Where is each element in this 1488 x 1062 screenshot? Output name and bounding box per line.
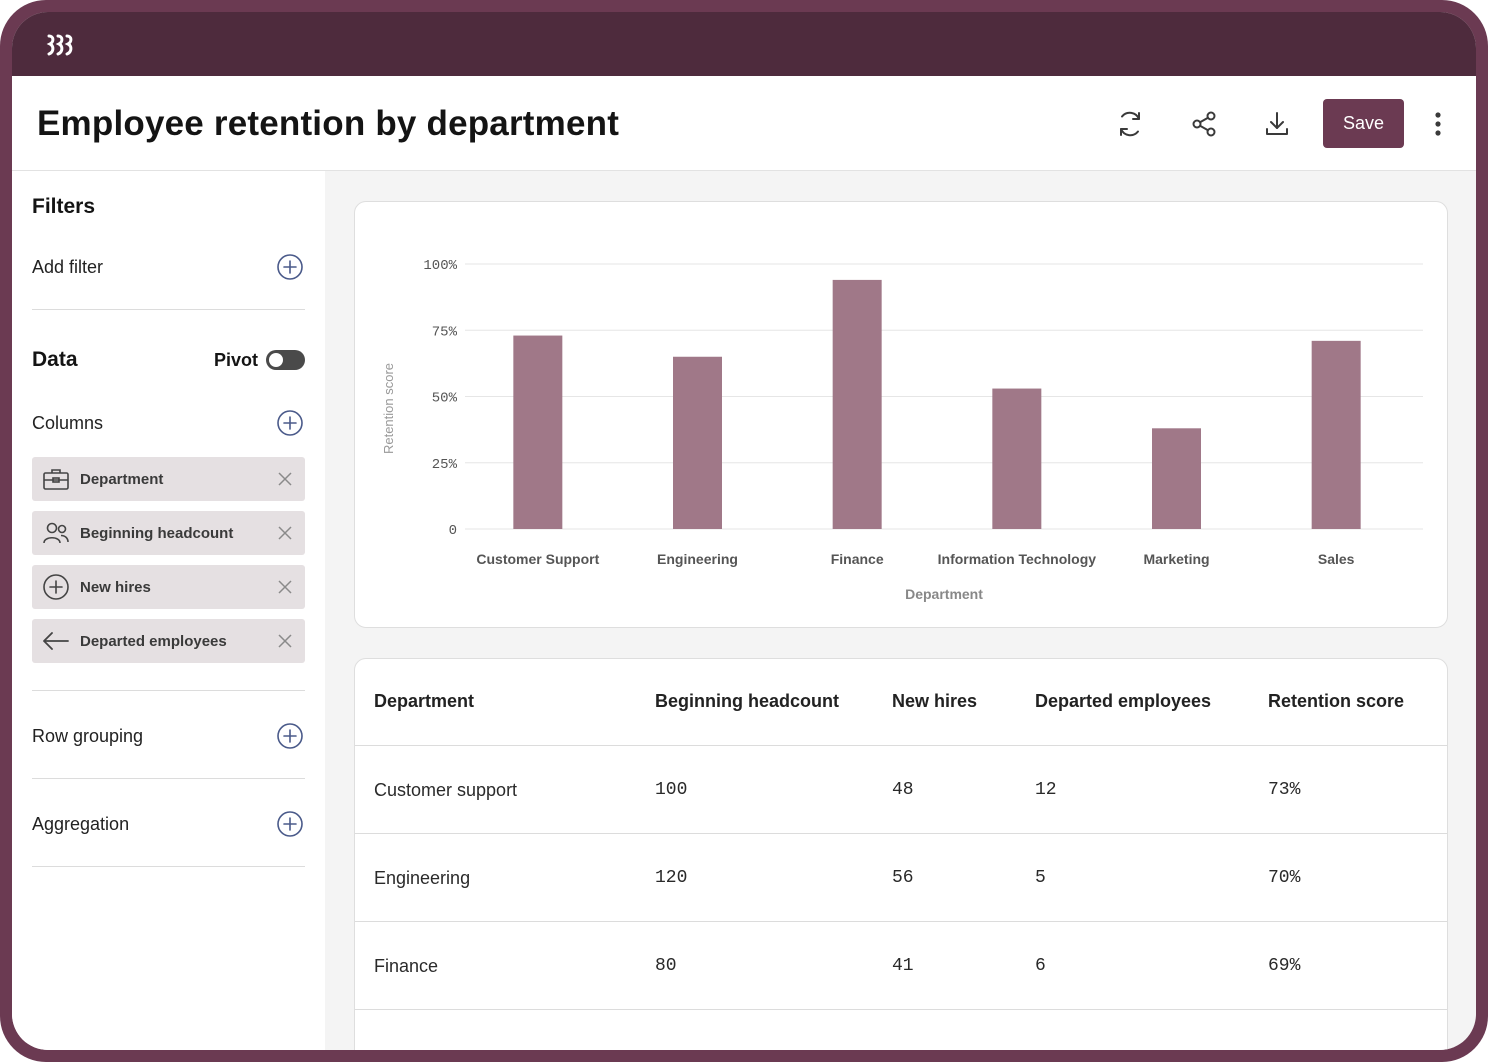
remove-chip-button[interactable] bbox=[265, 634, 305, 648]
column-chip-new-hires[interactable]: New hires bbox=[32, 565, 305, 609]
y-tick-label: 0 bbox=[449, 523, 457, 539]
table-cell: 100 bbox=[655, 780, 688, 800]
bar bbox=[1152, 428, 1201, 529]
divider bbox=[32, 778, 305, 779]
pivot-label: Pivot bbox=[214, 350, 259, 370]
table-row[interactable]: Engineering 120 56 5 70% bbox=[355, 833, 1447, 921]
close-icon bbox=[278, 634, 292, 648]
page-header: Employee retention by department bbox=[12, 76, 1476, 171]
table-cell: 41 bbox=[892, 956, 914, 976]
chart-card: 0 25% 50% 75% 100% Customer Support Engineerin… bbox=[354, 201, 1448, 628]
table-cell: 5 bbox=[1035, 868, 1046, 888]
column-chip-department[interactable]: Department bbox=[32, 457, 305, 501]
close-icon bbox=[278, 472, 292, 486]
chip-label: Department bbox=[80, 470, 164, 488]
table-cell: 48 bbox=[892, 780, 914, 800]
y-tick-label: 100% bbox=[423, 258, 457, 274]
x-tick-label: Information Technology bbox=[938, 551, 1097, 567]
refresh-icon[interactable] bbox=[1114, 108, 1146, 140]
table-row[interactable]: Customer support 100 48 12 73% bbox=[355, 745, 1447, 833]
share-icon[interactable] bbox=[1188, 108, 1220, 140]
bar bbox=[1311, 340, 1361, 529]
table-cell: 69% bbox=[1268, 956, 1301, 976]
save-button[interactable]: Save bbox=[1323, 99, 1404, 148]
data-heading: Data bbox=[32, 348, 78, 371]
briefcase-icon bbox=[43, 469, 69, 490]
app-screen: Employee retention by department bbox=[12, 12, 1476, 1050]
table-cell: Engineering bbox=[374, 868, 471, 888]
table-row[interactable]: Finance 80 41 6 69% bbox=[355, 921, 1447, 1009]
remove-chip-button[interactable] bbox=[265, 526, 305, 540]
x-tick-label: Engineering bbox=[657, 551, 738, 567]
y-tick-label: 25% bbox=[432, 457, 458, 473]
chip-label: Beginning headcount bbox=[80, 524, 234, 542]
column-header[interactable]: New hires bbox=[892, 691, 978, 711]
remove-chip-button[interactable] bbox=[265, 580, 305, 594]
column-header[interactable]: Retention score bbox=[1268, 691, 1405, 711]
x-tick-label: Customer Support bbox=[476, 551, 599, 567]
filters-heading: Filters bbox=[32, 195, 96, 218]
plus-circle-icon bbox=[43, 574, 69, 600]
row-grouping-label: Row grouping bbox=[32, 726, 144, 746]
bar bbox=[513, 335, 563, 529]
page-title: Employee retention by department bbox=[37, 104, 620, 143]
pivot-toggle[interactable] bbox=[266, 350, 305, 370]
sidebar: Filters Add filter Data Pivot Columns bbox=[12, 171, 325, 1050]
people-icon bbox=[43, 522, 69, 544]
divider bbox=[32, 690, 305, 691]
table-cell: Customer support bbox=[374, 780, 518, 800]
chip-label: New hires bbox=[80, 578, 151, 596]
table-row[interactable] bbox=[355, 1009, 1447, 1050]
arrow-left-icon bbox=[43, 632, 69, 650]
table-cell: 73% bbox=[1268, 780, 1301, 800]
column-header[interactable]: Department bbox=[374, 691, 475, 711]
add-filter-label: Add filter bbox=[32, 257, 104, 277]
x-axis-label: Department bbox=[905, 586, 983, 602]
data-table: Department Beginning headcount New hires… bbox=[354, 658, 1448, 1050]
divider bbox=[32, 866, 305, 867]
table-cell: 56 bbox=[892, 868, 914, 888]
table-cell: 12 bbox=[1035, 780, 1057, 800]
remove-chip-button[interactable] bbox=[265, 472, 305, 486]
column-header[interactable]: Beginning headcount bbox=[655, 691, 839, 711]
table-cell: Finance bbox=[374, 956, 439, 976]
bar bbox=[832, 279, 882, 529]
close-icon bbox=[278, 580, 292, 594]
toggle-knob bbox=[269, 353, 283, 367]
table-cell: 120 bbox=[655, 868, 688, 888]
chip-label: Departed employees bbox=[80, 632, 227, 650]
column-chip-beginning-headcount[interactable]: Beginning headcount bbox=[32, 511, 305, 555]
column-header[interactable]: Departed employees bbox=[1035, 691, 1212, 711]
top-navbar bbox=[12, 12, 1476, 76]
table-cell: 70% bbox=[1268, 868, 1301, 888]
add-column-button[interactable] bbox=[276, 409, 304, 437]
aggregation-label: Aggregation bbox=[32, 814, 130, 834]
add-row-grouping-button[interactable] bbox=[276, 722, 304, 750]
app-logo-icon[interactable] bbox=[46, 32, 76, 58]
table-cell: 80 bbox=[655, 956, 677, 976]
add-aggregation-button[interactable] bbox=[276, 810, 304, 838]
x-tick-label: Marketing bbox=[1143, 551, 1209, 567]
retention-bar-chart: 0 25% 50% 75% 100% Customer Support Engineerin… bbox=[381, 258, 1423, 602]
download-icon[interactable] bbox=[1261, 108, 1293, 140]
more-vertical-icon[interactable] bbox=[1422, 108, 1454, 140]
close-icon bbox=[278, 526, 292, 540]
bar bbox=[992, 388, 1042, 529]
add-filter-button[interactable] bbox=[276, 253, 304, 281]
column-chip-departed-employees[interactable]: Departed employees bbox=[32, 619, 305, 663]
bar bbox=[673, 356, 722, 529]
x-tick-label: Sales bbox=[1318, 551, 1355, 567]
x-tick-label: Finance bbox=[831, 551, 884, 567]
y-axis-label: Retention score bbox=[381, 363, 396, 454]
y-tick-label: 50% bbox=[432, 391, 458, 407]
divider bbox=[32, 309, 305, 310]
table-cell: 6 bbox=[1035, 956, 1046, 976]
columns-label: Columns bbox=[32, 413, 104, 433]
y-tick-label: 75% bbox=[432, 324, 458, 340]
